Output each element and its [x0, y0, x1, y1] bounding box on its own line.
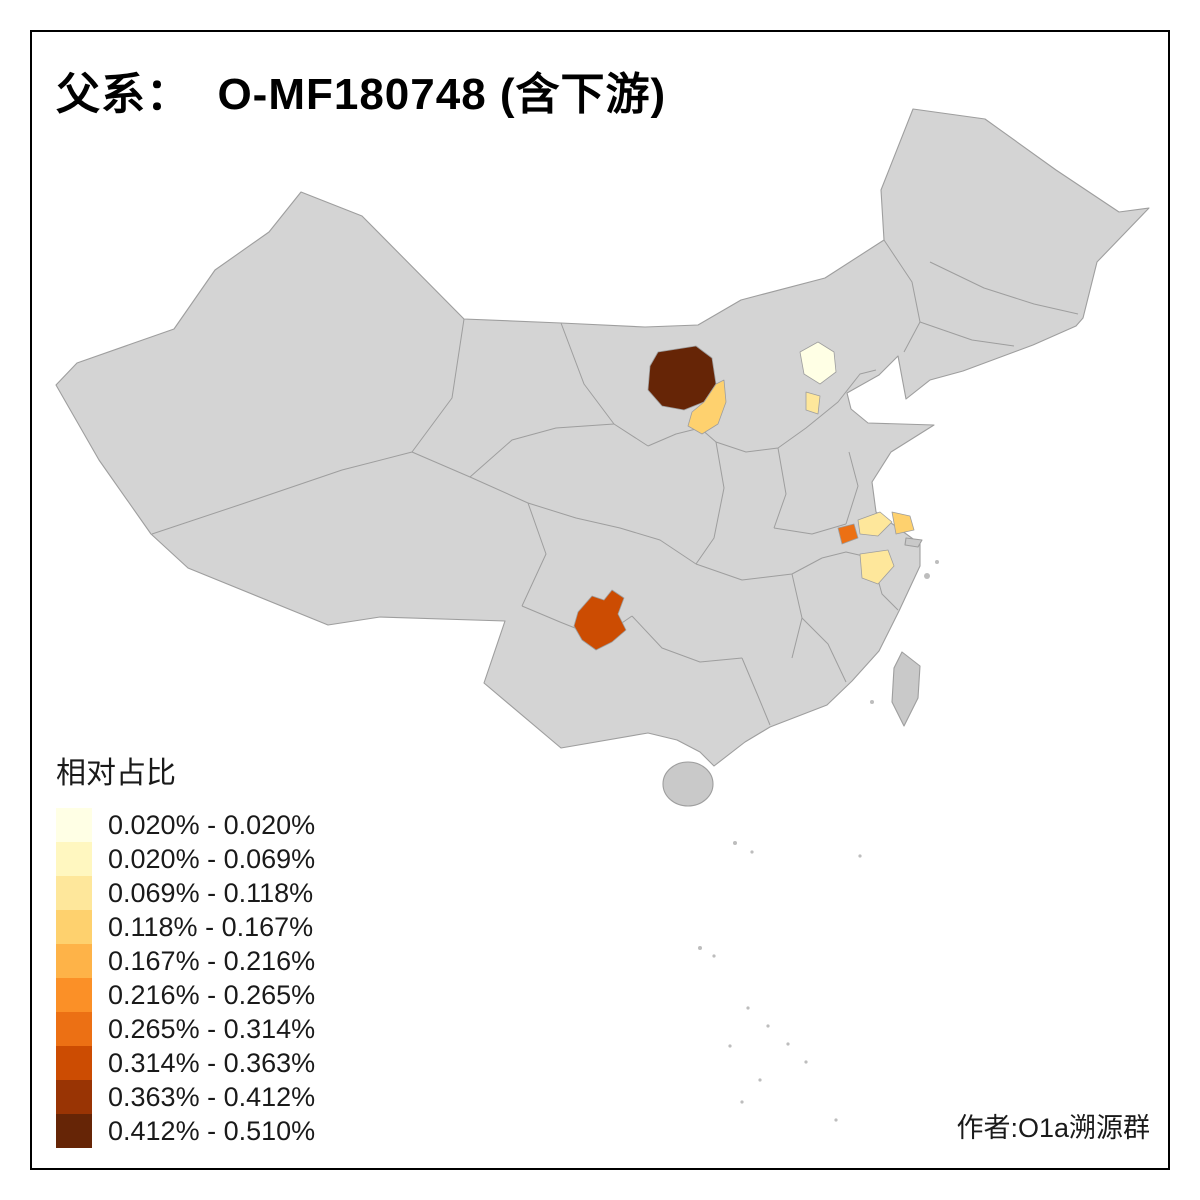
plot-frame: [30, 30, 1170, 1170]
author-credit: 作者:O1a溯源群: [956, 1113, 1150, 1143]
legend-swatch: [56, 876, 92, 910]
region-beijing: [799, 341, 837, 385]
region-coastal-jiangsu: [891, 511, 915, 535]
legend-label: 0.020% - 0.069%: [108, 844, 316, 874]
region-nanjing: [837, 523, 859, 545]
china-outline: [55, 108, 1150, 767]
legend-item: 0.216% - 0.265%: [56, 978, 386, 1012]
legend-label: 0.069% - 0.118%: [108, 878, 314, 908]
legend-swatch: [56, 1012, 92, 1046]
legend-label: 0.167% - 0.216%: [108, 946, 316, 976]
legend-item: 0.314% - 0.363%: [56, 1046, 386, 1080]
taiwan-island: [891, 651, 921, 727]
legend-item: 0.020% - 0.069%: [56, 842, 386, 876]
legend-label: 0.363% - 0.412%: [108, 1082, 316, 1112]
legend-item: 0.118% - 0.167%: [56, 910, 386, 944]
chongming-island: [904, 537, 923, 548]
legend-item: 0.167% - 0.216%: [56, 944, 386, 978]
region-central-jiangsu: [857, 511, 893, 537]
legend-item: 0.412% - 0.510%: [56, 1114, 386, 1148]
legend-title: 相对占比: [56, 757, 176, 790]
legend-item: 0.020% - 0.020%: [56, 808, 386, 842]
legend-label: 0.020% - 0.020%: [108, 810, 316, 840]
region-north-shaanxi: [687, 379, 727, 435]
region-ordos: [647, 345, 717, 411]
legend: 相对占比 0.020% - 0.020% 0.020% - 0.069% 0.0…: [56, 748, 386, 1148]
legend-label: 0.118% - 0.167%: [108, 912, 314, 942]
legend-label: 0.314% - 0.363%: [108, 1048, 316, 1078]
legend-label: 0.265% - 0.314%: [108, 1014, 316, 1044]
region-south-jiangsu: [859, 549, 895, 585]
legend-swatch: [56, 808, 92, 842]
legend-swatch: [56, 910, 92, 944]
map-land-group: [55, 108, 1150, 807]
shaded-regions: [573, 341, 915, 651]
province-borders: [151, 239, 1079, 726]
legend-label: 0.412% - 0.510%: [108, 1116, 316, 1146]
hainan-island: [662, 761, 714, 807]
region-chongqing: [573, 589, 627, 651]
legend-item: 0.265% - 0.314%: [56, 1012, 386, 1046]
legend-swatch: [56, 944, 92, 978]
legend-item: 0.069% - 0.118%: [56, 876, 386, 910]
legend-swatch: [56, 1114, 92, 1148]
region-tianjin: [805, 391, 821, 415]
legend-swatch: [56, 1046, 92, 1080]
page-title: 父系： O-MF180748 (含下游): [56, 70, 667, 119]
legend-label: 0.216% - 0.265%: [108, 980, 316, 1010]
legend-swatch: [56, 842, 92, 876]
legend-swatch: [56, 978, 92, 1012]
legend-item: 0.363% - 0.412%: [56, 1080, 386, 1114]
south-china-sea-islands: [698, 560, 939, 1122]
legend-swatch: [56, 1080, 92, 1114]
